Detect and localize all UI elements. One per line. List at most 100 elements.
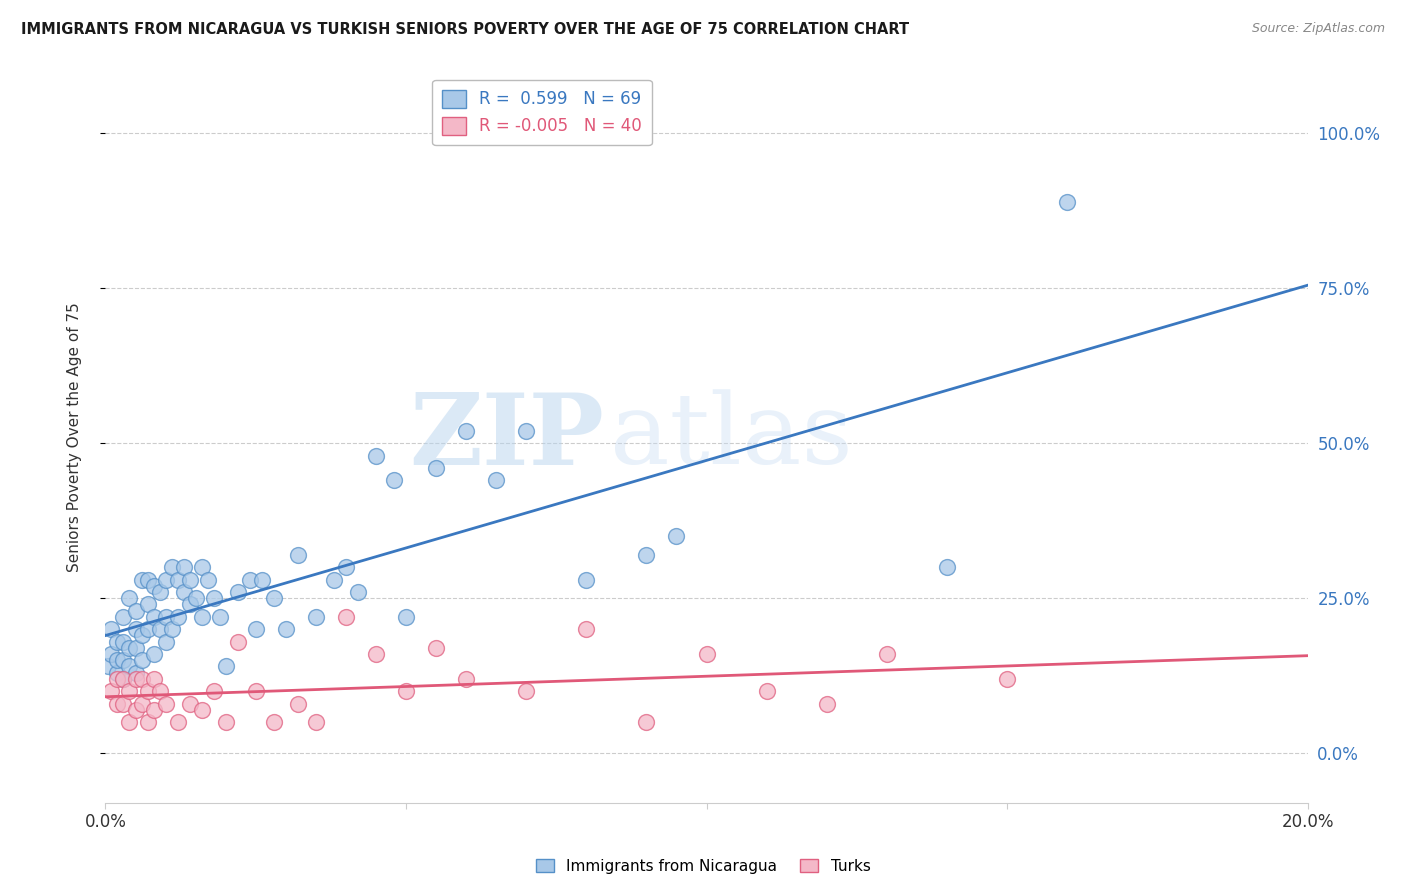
Point — [179, 697, 201, 711]
Point — [214, 715, 236, 730]
Point — [112, 672, 135, 686]
Point — [335, 560, 357, 574]
Point — [395, 610, 418, 624]
Point — [322, 573, 344, 587]
Point — [179, 573, 201, 587]
Point — [142, 703, 165, 717]
Point — [190, 703, 212, 717]
Point — [636, 715, 658, 730]
Point — [136, 622, 159, 636]
Point — [124, 672, 146, 686]
Point — [118, 684, 141, 698]
Point — [173, 560, 195, 574]
Point — [364, 647, 387, 661]
Point — [112, 672, 135, 686]
Point — [142, 672, 165, 686]
Point — [245, 684, 267, 698]
Point — [136, 598, 159, 612]
Point — [124, 665, 146, 680]
Point — [335, 610, 357, 624]
Point — [636, 548, 658, 562]
Point — [364, 449, 387, 463]
Point — [202, 684, 225, 698]
Point — [250, 573, 273, 587]
Point — [696, 647, 718, 661]
Point — [274, 622, 297, 636]
Point — [155, 634, 177, 648]
Point — [100, 622, 122, 636]
Point — [136, 684, 159, 698]
Point — [142, 610, 165, 624]
Point — [454, 424, 477, 438]
Point — [107, 653, 129, 667]
Point — [112, 653, 135, 667]
Y-axis label: Seniors Poverty Over the Age of 75: Seniors Poverty Over the Age of 75 — [67, 302, 82, 572]
Point — [160, 622, 183, 636]
Point — [142, 579, 165, 593]
Point — [995, 672, 1018, 686]
Point — [208, 610, 231, 624]
Point — [214, 659, 236, 673]
Point — [382, 474, 405, 488]
Text: ZIP: ZIP — [409, 389, 605, 485]
Point — [395, 684, 418, 698]
Point — [155, 573, 177, 587]
Point — [575, 573, 598, 587]
Point — [184, 591, 207, 606]
Legend: R =  0.599   N = 69, R = -0.005   N = 40: R = 0.599 N = 69, R = -0.005 N = 40 — [433, 79, 652, 145]
Point — [131, 573, 153, 587]
Point — [755, 684, 778, 698]
Point — [190, 560, 212, 574]
Point — [202, 591, 225, 606]
Point — [107, 665, 129, 680]
Point — [515, 684, 537, 698]
Point — [112, 697, 135, 711]
Point — [131, 672, 153, 686]
Point — [131, 628, 153, 642]
Point — [815, 697, 838, 711]
Point — [425, 461, 447, 475]
Text: Source: ZipAtlas.com: Source: ZipAtlas.com — [1251, 22, 1385, 36]
Point — [245, 622, 267, 636]
Point — [263, 591, 285, 606]
Point — [876, 647, 898, 661]
Point — [263, 715, 285, 730]
Point — [118, 659, 141, 673]
Point — [160, 560, 183, 574]
Point — [166, 573, 188, 587]
Point — [454, 672, 477, 686]
Point — [347, 585, 370, 599]
Point — [485, 474, 508, 488]
Point — [107, 672, 129, 686]
Point — [100, 647, 122, 661]
Point — [166, 610, 188, 624]
Point — [287, 697, 309, 711]
Point — [665, 529, 688, 543]
Point — [425, 640, 447, 655]
Point — [136, 573, 159, 587]
Point — [155, 610, 177, 624]
Point — [97, 659, 120, 673]
Point — [239, 573, 262, 587]
Point — [148, 684, 170, 698]
Point — [118, 640, 141, 655]
Point — [287, 548, 309, 562]
Point — [148, 622, 170, 636]
Point — [124, 640, 146, 655]
Point — [124, 604, 146, 618]
Point — [166, 715, 188, 730]
Point — [305, 715, 328, 730]
Point — [936, 560, 959, 574]
Point — [190, 610, 212, 624]
Text: IMMIGRANTS FROM NICARAGUA VS TURKISH SENIORS POVERTY OVER THE AGE OF 75 CORRELAT: IMMIGRANTS FROM NICARAGUA VS TURKISH SEN… — [21, 22, 910, 37]
Point — [107, 697, 129, 711]
Legend: Immigrants from Nicaragua, Turks: Immigrants from Nicaragua, Turks — [530, 853, 876, 880]
Point — [131, 653, 153, 667]
Point — [136, 715, 159, 730]
Point — [112, 610, 135, 624]
Point — [148, 585, 170, 599]
Point — [131, 697, 153, 711]
Point — [515, 424, 537, 438]
Point — [226, 585, 249, 599]
Point — [179, 598, 201, 612]
